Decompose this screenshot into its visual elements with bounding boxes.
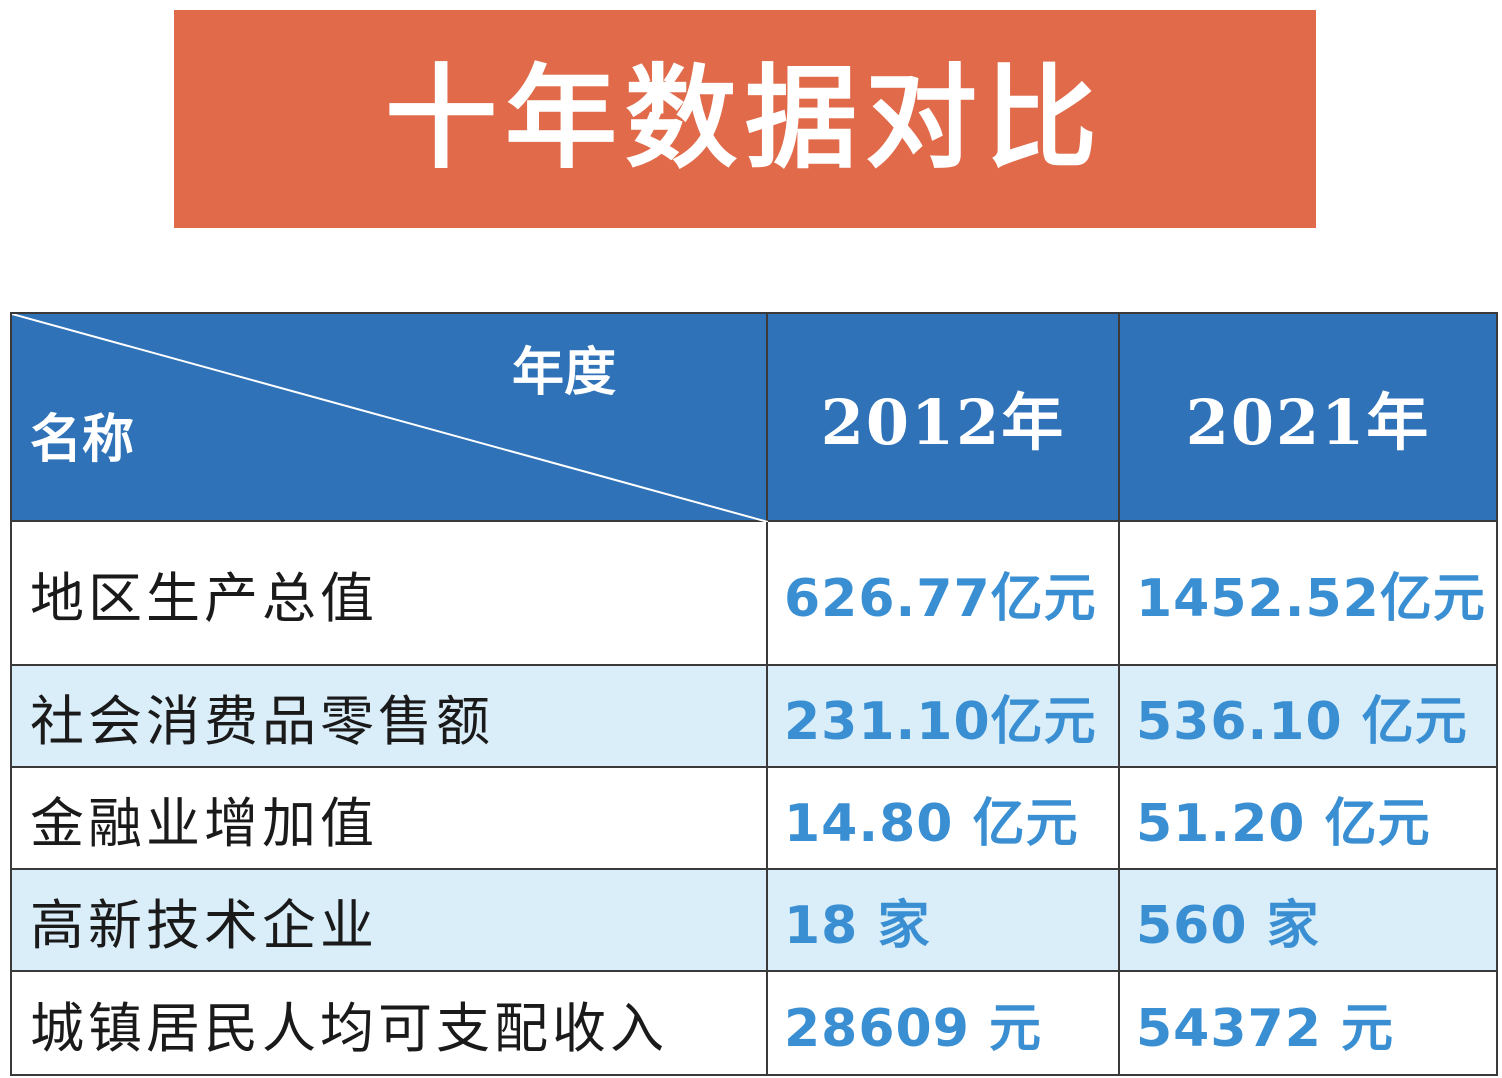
value-cell-2021: 54372 元: [1118, 970, 1498, 1076]
table-row: 地区生产总值 626.77亿元 1452.52亿元: [10, 520, 1498, 666]
column-header-2012: 2012年: [766, 312, 1120, 522]
table-row: 城镇居民人均可支配收入 28609 元 54372 元: [10, 970, 1498, 1076]
value-cell-2012: 231.10亿元: [766, 664, 1120, 768]
table-header-row: 年度 名称 2012年 2021年: [10, 312, 1498, 522]
page-title: 十年数据对比: [385, 53, 1105, 184]
table-row: 金融业增加值 14.80 亿元 51.20 亿元: [10, 766, 1498, 870]
value-cell-2021: 536.10 亿元: [1118, 664, 1498, 768]
value-cell-2021: 1452.52亿元: [1118, 520, 1498, 666]
row-name-cell: 高新技术企业: [10, 868, 768, 972]
corner-row-label: 名称: [30, 410, 135, 470]
value-cell-2012: 18 家: [766, 868, 1120, 972]
comparison-table: 年度 名称 2012年 2021年 地区生产总值 626.77亿元 1452.5…: [10, 312, 1498, 1076]
row-name-cell: 城镇居民人均可支配收入: [10, 970, 768, 1076]
value-cell-2012: 626.77亿元: [766, 520, 1120, 666]
row-name-cell: 金融业增加值: [10, 766, 768, 870]
value-cell-2021: 560 家: [1118, 868, 1498, 972]
table-row: 高新技术企业 18 家 560 家: [10, 868, 1498, 972]
column-header-2021: 2021年: [1118, 312, 1498, 522]
table-row: 社会消费品零售额 231.10亿元 536.10 亿元: [10, 664, 1498, 768]
value-cell-2021: 51.20 亿元: [1118, 766, 1498, 870]
title-banner: 十年数据对比: [174, 10, 1316, 228]
header-corner-cell: 年度 名称: [10, 312, 768, 522]
corner-column-label: 年度: [511, 343, 616, 403]
value-cell-2012: 28609 元: [766, 970, 1120, 1076]
row-name-cell: 地区生产总值: [10, 520, 768, 666]
row-name-cell: 社会消费品零售额: [10, 664, 768, 768]
corner-diagonal-line: [12, 314, 768, 522]
value-cell-2012: 14.80 亿元: [766, 766, 1120, 870]
